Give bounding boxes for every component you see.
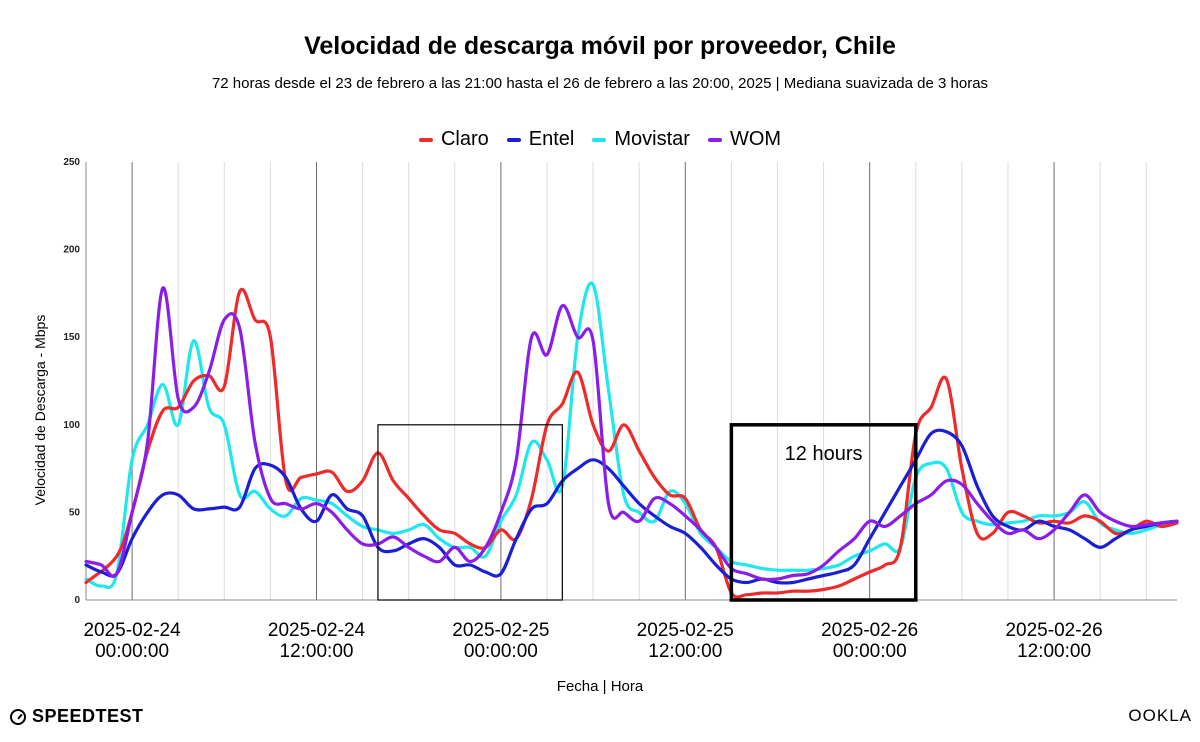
x-tick-date: 2025-02-25 [637, 620, 734, 641]
legend-label-entel: Entel [528, 128, 575, 150]
legend: Claro Entel Movistar WOM [0, 128, 1200, 151]
y-tick-label: 100 [63, 420, 80, 431]
x-tick-time: 00:00:00 [833, 641, 907, 662]
x-tick-time: 12:00:00 [280, 641, 354, 662]
annotation-box-1 [377, 424, 563, 601]
legend-item-wom: WOM [707, 128, 782, 151]
x-axis-label: Fecha | Hora [556, 678, 644, 695]
x-tick-date: 2025-02-25 [452, 620, 549, 641]
y-tick-label: 0 [74, 595, 80, 606]
series-line-claro [84, 287, 1179, 599]
series-line-movistar [84, 281, 1179, 589]
legend-swatch-wom [707, 137, 722, 142]
legend-item-entel: Entel [506, 128, 575, 151]
series-line-entel [84, 428, 1179, 585]
legend-swatch-movistar [592, 137, 607, 142]
ookla-logo: OOKLA [1128, 706, 1192, 725]
x-tick-time: 12:00:00 [648, 641, 722, 662]
legend-label-movistar: Movistar [614, 128, 690, 150]
x-tick-date: 2025-02-24 [83, 620, 181, 641]
legend-swatch-entel [506, 137, 521, 142]
x-tick-time: 00:00:00 [95, 641, 169, 662]
series-line-wom [84, 286, 1179, 582]
legend-item-movistar: Movistar [592, 128, 690, 151]
chart-title: Velocidad de descarga móvil por proveedo… [304, 32, 896, 60]
speedtest-logo-text: SPEEDTEST [32, 706, 144, 726]
y-tick-label: 250 [63, 157, 80, 168]
annotation-label: 12 hours [785, 443, 863, 465]
x-tick-date: 2025-02-26 [1005, 620, 1102, 641]
y-tick-label: 50 [69, 507, 81, 518]
speedometer-icon [10, 708, 26, 725]
speedtest-logo: SPEEDTEST [10, 706, 144, 727]
y-tick-label: 200 [63, 245, 80, 256]
x-tick-date: 2025-02-24 [268, 620, 366, 641]
x-tick-date: 2025-02-26 [821, 620, 918, 641]
legend-swatch-claro [418, 137, 433, 142]
annotation-box-2 [729, 423, 918, 602]
chart-subtitle: 72 horas desde el 23 de febrero a las 21… [211, 75, 989, 92]
y-tick-label: 150 [63, 332, 80, 343]
legend-item-claro: Claro [418, 128, 489, 151]
legend-label-wom: WOM [729, 128, 782, 150]
legend-label-claro: Claro [440, 128, 489, 150]
x-tick-time: 12:00:00 [1017, 641, 1091, 662]
x-tick-time: 00:00:00 [464, 641, 538, 662]
